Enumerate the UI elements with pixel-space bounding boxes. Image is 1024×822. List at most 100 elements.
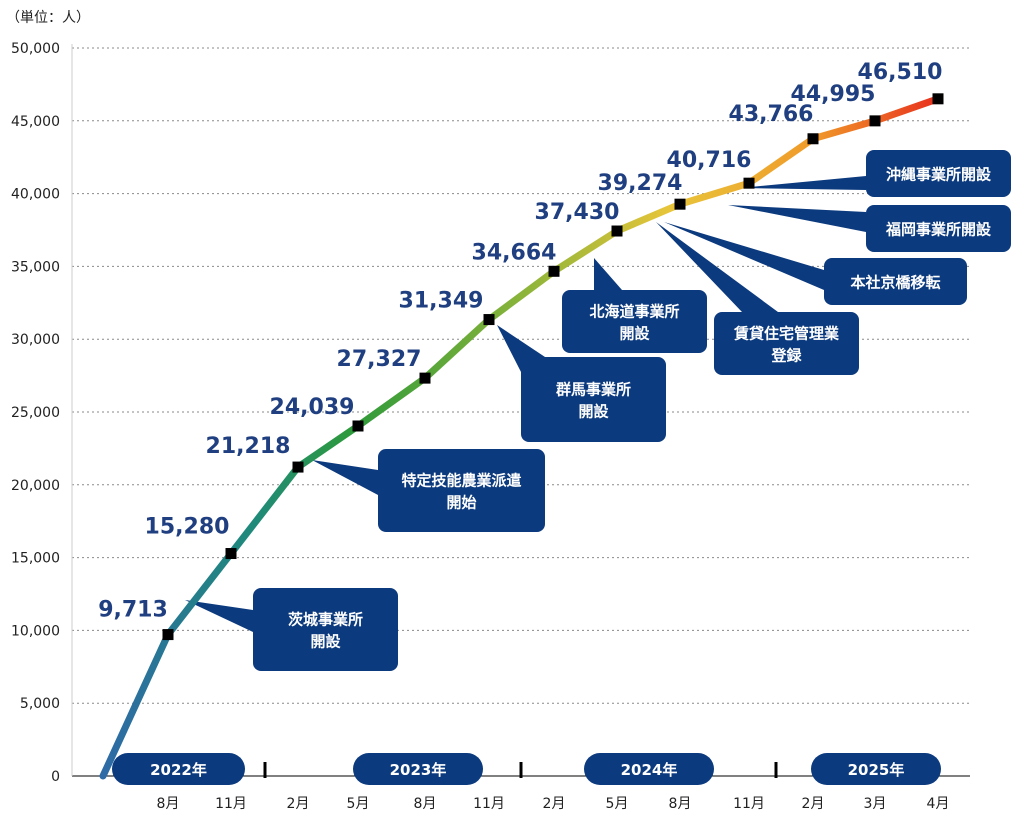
unit-label: （単位：人） xyxy=(6,10,90,26)
year-pill xyxy=(112,753,245,785)
year-pill xyxy=(353,753,483,785)
callout-box xyxy=(378,449,545,532)
data-value-label: 21,218 xyxy=(206,434,291,459)
callout-box xyxy=(562,290,707,353)
year-pills: 2022年 2023年 2024年 2025年 xyxy=(112,753,941,785)
callout-box xyxy=(866,150,1011,197)
callout-pointer xyxy=(312,460,378,495)
y-tick-label: 40,000 xyxy=(11,187,60,203)
x-tick-label: 11月 xyxy=(733,796,765,812)
callout-text: 北海道事業所 xyxy=(589,303,679,321)
callout-pointer xyxy=(664,222,824,290)
callout-box xyxy=(253,588,398,671)
callout-pointer xyxy=(594,258,622,290)
y-tick-label: 35,000 xyxy=(11,259,60,275)
year-pill xyxy=(584,753,714,785)
callout-text: 開始 xyxy=(446,494,476,512)
x-tick-label: 2月 xyxy=(287,796,310,812)
year-label: 2024年 xyxy=(621,761,678,779)
annotation-callout: 沖縄事業所開設 xyxy=(740,150,1011,197)
callout-text: 特定技能農業派遣 xyxy=(401,472,521,490)
y-tick-label: 20,000 xyxy=(11,478,60,494)
data-value-label: 43,766 xyxy=(729,102,814,127)
x-tick-label: 8月 xyxy=(157,796,180,812)
series-line xyxy=(99,95,942,780)
data-value-label: 24,039 xyxy=(270,395,355,420)
data-value-label: 27,327 xyxy=(337,347,422,372)
callout-text: 群馬事業所 xyxy=(556,381,631,399)
x-tick-label: 3月 xyxy=(864,796,887,812)
callout-pointer xyxy=(740,176,866,190)
series-path xyxy=(99,95,942,780)
data-value-label: 9,713 xyxy=(98,598,168,623)
annotation-callout: 本社京橋移転 xyxy=(664,222,967,305)
year-label: 2023年 xyxy=(390,761,447,779)
data-point xyxy=(419,372,431,384)
data-point xyxy=(611,225,623,237)
callout-text: 賃貸住宅管理業 xyxy=(733,325,840,343)
data-value-label: 46,510 xyxy=(858,60,943,85)
data-point xyxy=(674,198,686,210)
data-point xyxy=(292,461,304,473)
value-labels: 9,713 15,280 21,218 24,039 27,327 31,349 34,66… xyxy=(98,60,942,623)
year-label: 2025年 xyxy=(848,761,905,779)
y-axis-ticks: 0 5,000 10,000 15,000 20,000 25,000 30,000 35,0… xyxy=(11,41,60,785)
callout-text: 開設 xyxy=(578,403,609,421)
x-tick-label: 11月 xyxy=(473,796,505,812)
callout-text: 沖縄事業所開設 xyxy=(886,166,992,184)
data-value-label: 15,280 xyxy=(145,515,230,540)
y-tick-label: 30,000 xyxy=(11,332,60,348)
x-tick-label: 8月 xyxy=(414,796,437,812)
y-tick-label: 25,000 xyxy=(11,405,60,421)
data-point xyxy=(162,629,174,641)
data-point xyxy=(548,265,560,277)
callout-pointer xyxy=(185,600,253,632)
data-value-label: 37,430 xyxy=(535,200,620,225)
data-value-label: 44,995 xyxy=(791,82,876,107)
x-axis-ticks: 8月 11月 2月 5月 8月 11月 2月 5月 8月 11月 2月 3月 4月 xyxy=(157,796,950,812)
data-point xyxy=(869,115,881,127)
callout-pointer xyxy=(656,222,778,312)
data-point xyxy=(807,133,819,145)
y-tick-label: 50,000 xyxy=(11,41,60,57)
data-point xyxy=(743,177,755,189)
year-divider xyxy=(519,762,523,778)
callout-box xyxy=(866,205,1011,252)
data-point xyxy=(932,93,944,105)
data-value-label: 34,664 xyxy=(472,240,557,265)
data-value-label: 31,349 xyxy=(399,289,484,314)
data-markers xyxy=(162,93,944,641)
callout-text: 開設 xyxy=(310,633,341,651)
callout-text: 本社京橋移転 xyxy=(850,274,940,292)
callout-box xyxy=(714,312,859,375)
y-tick-label: 45,000 xyxy=(11,114,60,130)
x-tick-label: 5月 xyxy=(347,796,370,812)
callout-text: 登録 xyxy=(770,347,802,365)
data-point xyxy=(352,420,364,432)
data-value-label: 40,716 xyxy=(667,148,752,173)
year-label: 2022年 xyxy=(150,761,207,779)
y-tick-label: 15,000 xyxy=(11,551,60,567)
callout-pointer xyxy=(728,205,866,232)
x-tick-label: 2月 xyxy=(543,796,566,812)
callout-text: 福岡事業所開設 xyxy=(885,221,992,239)
data-point xyxy=(483,314,495,326)
x-tick-label: 4月 xyxy=(927,796,950,812)
y-tick-label: 5,000 xyxy=(20,696,60,712)
callout-text: 茨城事業所 xyxy=(288,611,363,629)
data-value-label: 39,274 xyxy=(598,171,683,196)
x-tick-label: 11月 xyxy=(215,796,247,812)
annotation-callout: 福岡事業所開設 xyxy=(728,205,1011,252)
x-tick-label: 5月 xyxy=(606,796,629,812)
callout-text: 開設 xyxy=(619,325,650,343)
year-pill xyxy=(811,753,941,785)
year-divider xyxy=(774,762,778,778)
y-tick-label: 10,000 xyxy=(11,623,60,639)
